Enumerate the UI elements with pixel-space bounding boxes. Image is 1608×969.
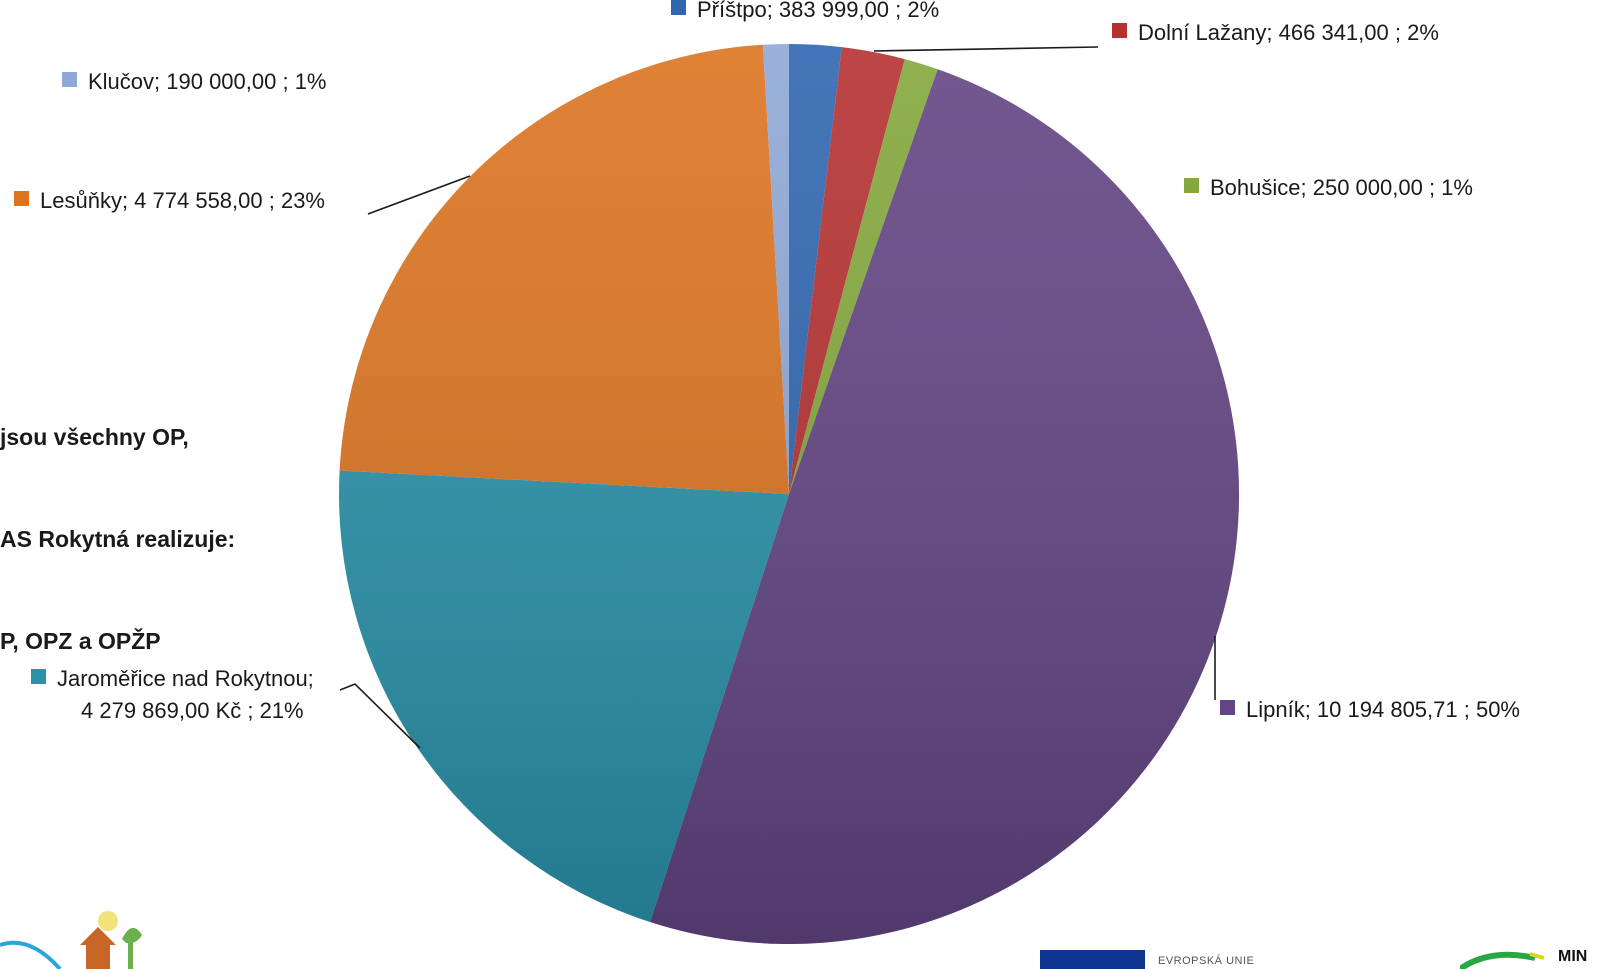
label-key-lesunky — [14, 191, 29, 206]
pie-slice-lesunky — [339, 44, 789, 494]
label-key-bohusice — [1184, 178, 1199, 193]
data-label-klucov: Klučov; 190 000,00 ; 1% — [88, 69, 327, 94]
label-key-lipnik — [1220, 700, 1235, 715]
note-line-1: jsou všechny OP, — [0, 424, 189, 450]
data-label-lesunky: Lesůňky; 4 774 558,00 ; 23% — [40, 188, 325, 213]
data-label-pristpo: Příštpo; 383 999,00 ; 2% — [697, 0, 939, 22]
ministry-logo — [1460, 951, 1545, 969]
leader-line-lesunky — [367, 175, 471, 215]
leader-line-dolni-lazany — [873, 46, 1099, 52]
note-line-2: AS Rokytná realizuje: — [0, 526, 236, 552]
label-key-jaromerice-nad-rokytnou — [31, 669, 46, 684]
pie-slices — [338, 44, 1240, 945]
label-key-pristpo — [671, 0, 686, 15]
data-label-dolni-lazany: Dolní Lažany; 466 341,00 ; 2% — [1138, 20, 1439, 45]
label-key-dolni-lazany — [1112, 23, 1127, 38]
eu-logo-text: EVROPSKÁ UNIE — [1158, 955, 1255, 967]
data-labels: Příštpo; 383 999,00 ; 2% Dolní Lažany; 46… — [14, 0, 1520, 723]
data-label-value-jaromerice-nad-rokytnou: 4 279 869,00 Kč ; 21% — [81, 698, 304, 723]
mas-logo — [0, 911, 142, 969]
eu-flag-logo — [1040, 950, 1145, 969]
leader-line-jaromerice-nad-rokytnou — [339, 683, 421, 749]
ministry-logo-text: MIN — [1558, 948, 1588, 965]
note-line-3: P, OPZ a OPŽP — [0, 628, 161, 654]
data-label-jaromerice-nad-rokytnou: Jaroměřice nad Rokytnou; — [57, 666, 314, 691]
data-label-bohusice: Bohušice; 250 000,00 ; 1% — [1210, 175, 1473, 200]
notes-text: jsou všechny OP, AS Rokytná realizuje: P… — [0, 352, 330, 692]
leader-lines — [339, 46, 1216, 749]
data-label-lipnik: Lipník; 10 194 805,71 ; 50% — [1246, 697, 1520, 722]
label-key-klucov — [62, 72, 77, 87]
